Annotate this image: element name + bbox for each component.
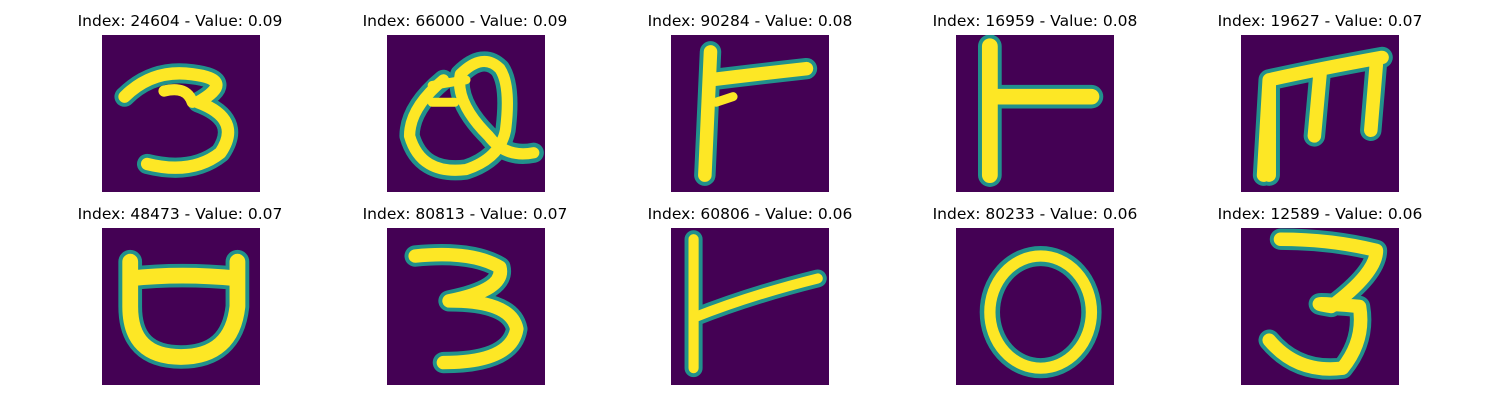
glyph-t-image (978, 35, 1104, 187)
glyph-3-image (404, 244, 528, 374)
glyph-t-image (684, 230, 827, 378)
glyph-3-image (114, 63, 239, 178)
panel-title: Index: 24604 - Value: 0.09 (77, 12, 283, 30)
panel-title: Index: 80813 - Value: 0.07 (362, 205, 568, 223)
panel-title: Index: 66000 - Value: 0.09 (362, 12, 568, 30)
panel-6: Index: 48473 - Value: 0.07 (30, 193, 330, 393)
panel-7: Index: 80813 - Value: 0.07 (315, 193, 615, 393)
glyph-image (671, 228, 829, 385)
glyph-image (1241, 228, 1399, 385)
panel-2: Index: 66000 - Value: 0.09 (315, 0, 615, 200)
glyph-image (956, 228, 1114, 385)
glyph-q-image (399, 51, 544, 181)
glyph-image (102, 35, 260, 192)
panel-title: Index: 12589 - Value: 0.06 (1217, 205, 1423, 223)
panel-10: Index: 12589 - Value: 0.06 (1170, 193, 1470, 393)
panel-1: Index: 24604 - Value: 0.09 (30, 0, 330, 200)
glyph-m-image (1252, 46, 1393, 186)
panel-5: Index: 19627 - Value: 0.07 (1170, 0, 1470, 200)
glyph-image (102, 228, 260, 385)
panel-title: Index: 48473 - Value: 0.07 (77, 205, 283, 223)
panel-title: Index: 90284 - Value: 0.08 (647, 12, 853, 30)
glyph-o-image (979, 245, 1102, 379)
panel-title: Index: 60806 - Value: 0.06 (647, 205, 853, 223)
glyph-image (956, 35, 1114, 192)
glyph-t-image (694, 41, 818, 186)
panel-title: Index: 16959 - Value: 0.08 (932, 12, 1138, 30)
panel-8: Index: 60806 - Value: 0.06 (600, 193, 900, 393)
glyph-image (1241, 35, 1399, 192)
glyph-image (671, 35, 829, 192)
glyph-3-image (1258, 228, 1388, 380)
panel-9: Index: 80233 - Value: 0.06 (885, 193, 1185, 393)
glyph-cup-image (118, 249, 250, 369)
panel-4: Index: 16959 - Value: 0.08 (885, 0, 1185, 200)
glyph-image (387, 228, 545, 385)
panel-3: Index: 90284 - Value: 0.08 (600, 0, 900, 200)
panel-title: Index: 80233 - Value: 0.06 (932, 205, 1138, 223)
panel-title: Index: 19627 - Value: 0.07 (1217, 12, 1423, 30)
glyph-stroke (158, 84, 198, 108)
glyph-image (387, 35, 545, 192)
